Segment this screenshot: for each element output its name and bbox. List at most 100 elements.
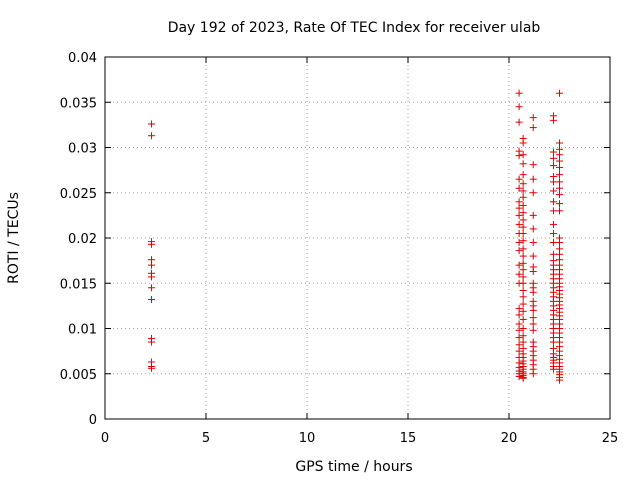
- data-point: [519, 223, 527, 231]
- data-point: [519, 193, 527, 201]
- data-point: [515, 247, 523, 255]
- y-tick-label: 0.015: [60, 277, 97, 292]
- data-point: [147, 364, 155, 372]
- data-point: [549, 239, 557, 247]
- data-point: [529, 267, 537, 275]
- data-point: [556, 171, 563, 179]
- data-point: [519, 187, 527, 195]
- data-point: [515, 341, 523, 349]
- data-point: [529, 124, 537, 132]
- data-point: [515, 347, 523, 355]
- data-point: [549, 207, 557, 215]
- y-tick-label: 0.025: [60, 187, 97, 202]
- data-point: [529, 175, 537, 183]
- y-tick-label: 0.03: [68, 142, 97, 157]
- y-tick-label: 0.01: [68, 323, 97, 338]
- data-point: [556, 207, 563, 215]
- data-point: [529, 114, 537, 122]
- axis-ticks: 0 5 10 15 20 25 0 0.005 0.01 0.015 0.02 0.025 0.03 0.…: [60, 51, 618, 446]
- data-point: [519, 180, 527, 188]
- data-point: [529, 288, 537, 296]
- data-point: [515, 184, 523, 192]
- y-tick-label: 0.02: [68, 232, 97, 247]
- x-tick-label: 10: [299, 431, 316, 446]
- data-point: [549, 148, 557, 156]
- data-point: [519, 307, 527, 315]
- data-point: [515, 320, 523, 328]
- data-point: [519, 325, 527, 332]
- data-point: [147, 338, 155, 346]
- y-tick-label: 0.04: [68, 51, 97, 66]
- data-point: [519, 245, 527, 253]
- data-point: [549, 365, 557, 373]
- data-point: [529, 225, 537, 233]
- data-point: [515, 261, 523, 269]
- data-point: [556, 163, 563, 171]
- data-point: [515, 103, 523, 111]
- data-point: [519, 171, 527, 179]
- data-point: [529, 239, 537, 247]
- data-point: [556, 157, 563, 165]
- data-point: [519, 139, 527, 147]
- x-tick-label: 5: [202, 431, 210, 446]
- y-tick-label: 0.035: [60, 96, 97, 111]
- data-point: [549, 220, 557, 228]
- data-point: [515, 220, 523, 228]
- data-point: [515, 211, 523, 219]
- data-point: [529, 306, 537, 314]
- data-point: [519, 300, 527, 308]
- data-point: [515, 239, 523, 247]
- data-point: [556, 239, 563, 247]
- data-point: [529, 161, 537, 169]
- data-point: [515, 270, 523, 278]
- data-point: [519, 160, 527, 168]
- data-point: [529, 211, 537, 219]
- data-point: [147, 296, 155, 304]
- x-tick-label: 0: [101, 431, 109, 446]
- data-point: [519, 293, 527, 301]
- data-point: [519, 201, 527, 209]
- data-point: [519, 216, 527, 224]
- data-point: [519, 229, 527, 237]
- data-point: [519, 286, 527, 294]
- data-point: [519, 338, 527, 346]
- data-point: [519, 332, 527, 340]
- data-point: [515, 175, 523, 183]
- data-point: [556, 184, 563, 192]
- x-axis-label: GPS time / hours: [295, 459, 412, 475]
- data-point: [549, 187, 557, 195]
- data-point: [147, 261, 155, 269]
- data-point: [515, 204, 523, 212]
- data-point: [515, 326, 523, 334]
- data-point: [519, 151, 527, 159]
- data-point: [519, 252, 527, 260]
- data-point: [515, 311, 523, 319]
- x-tick-label: 15: [400, 431, 417, 446]
- data-point: [529, 320, 537, 328]
- data-point: [519, 279, 527, 287]
- data-point: [556, 191, 563, 199]
- data-points: [147, 89, 563, 384]
- data-point: [515, 198, 523, 206]
- chart-title: Day 192 of 2023, Rate Of TEC Index for r…: [168, 20, 541, 36]
- data-point: [556, 200, 563, 208]
- data-point: [556, 178, 563, 186]
- y-axis-label: ROTI / TECUs: [6, 192, 22, 284]
- data-point: [529, 326, 537, 334]
- y-tick-label: 0: [89, 413, 97, 428]
- x-tick-label: 25: [602, 431, 619, 446]
- data-point: [519, 273, 527, 281]
- data-point: [515, 334, 523, 342]
- data-point: [556, 139, 563, 147]
- data-point: [519, 259, 527, 267]
- data-point: [147, 284, 155, 292]
- data-point: [515, 118, 523, 126]
- data-point: [147, 273, 155, 281]
- data-point: [515, 305, 523, 313]
- data-point: [529, 252, 537, 260]
- y-tick-label: 0.005: [60, 368, 97, 383]
- data-point: [549, 116, 557, 124]
- data-point: [147, 240, 155, 248]
- data-point: [529, 189, 537, 197]
